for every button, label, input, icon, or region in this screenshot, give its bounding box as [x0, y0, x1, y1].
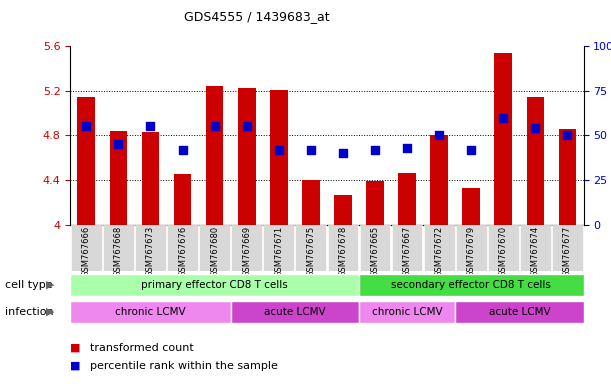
- Point: [145, 123, 155, 129]
- Point: [338, 150, 348, 156]
- Text: GSM767666: GSM767666: [82, 225, 91, 277]
- Bar: [174, 174, 191, 225]
- FancyBboxPatch shape: [296, 225, 326, 271]
- FancyBboxPatch shape: [455, 301, 584, 323]
- Bar: [527, 98, 544, 225]
- Point: [402, 145, 412, 151]
- Text: GSM767671: GSM767671: [274, 225, 284, 277]
- Bar: [302, 180, 320, 225]
- Point: [210, 123, 219, 129]
- Bar: [78, 98, 95, 225]
- Bar: [463, 188, 480, 225]
- Text: GSM767676: GSM767676: [178, 225, 187, 277]
- Point: [114, 141, 123, 147]
- Text: infection: infection: [5, 307, 54, 317]
- Text: GSM767665: GSM767665: [370, 225, 379, 277]
- FancyBboxPatch shape: [360, 225, 390, 271]
- Text: GSM767669: GSM767669: [242, 225, 251, 277]
- Text: GSM767679: GSM767679: [467, 225, 476, 277]
- Bar: [238, 88, 255, 225]
- Text: acute LCMV: acute LCMV: [264, 307, 326, 317]
- FancyBboxPatch shape: [167, 225, 198, 271]
- Bar: [334, 195, 352, 225]
- Bar: [109, 131, 127, 225]
- Bar: [142, 132, 159, 225]
- Text: ▶: ▶: [46, 280, 55, 290]
- Text: GSM767667: GSM767667: [403, 225, 412, 277]
- FancyBboxPatch shape: [359, 274, 584, 296]
- Bar: [206, 86, 224, 225]
- Text: GSM767668: GSM767668: [114, 225, 123, 277]
- Text: ▶: ▶: [46, 307, 55, 317]
- Point: [466, 147, 476, 153]
- Bar: [494, 53, 512, 225]
- Text: ■: ■: [70, 343, 81, 353]
- Point: [434, 132, 444, 139]
- Text: GSM767670: GSM767670: [499, 225, 508, 277]
- Point: [178, 147, 188, 153]
- Bar: [270, 89, 288, 225]
- Point: [274, 147, 284, 153]
- Point: [499, 114, 508, 121]
- Text: acute LCMV: acute LCMV: [489, 307, 550, 317]
- Text: primary effector CD8 T cells: primary effector CD8 T cells: [141, 280, 288, 290]
- Text: GSM767677: GSM767677: [563, 225, 572, 277]
- Point: [81, 123, 91, 129]
- Text: GDS4555 / 1439683_at: GDS4555 / 1439683_at: [184, 10, 329, 23]
- Text: secondary effector CD8 T cells: secondary effector CD8 T cells: [391, 280, 551, 290]
- FancyBboxPatch shape: [520, 225, 551, 271]
- FancyBboxPatch shape: [552, 225, 583, 271]
- Text: chronic LCMV: chronic LCMV: [371, 307, 442, 317]
- FancyBboxPatch shape: [359, 301, 455, 323]
- Text: GSM767680: GSM767680: [210, 225, 219, 277]
- FancyBboxPatch shape: [232, 225, 262, 271]
- FancyBboxPatch shape: [103, 225, 134, 271]
- Text: GSM767678: GSM767678: [338, 225, 348, 277]
- Text: GSM767675: GSM767675: [306, 225, 315, 277]
- Text: percentile rank within the sample: percentile rank within the sample: [90, 361, 277, 371]
- Bar: [398, 173, 416, 225]
- FancyBboxPatch shape: [135, 225, 166, 271]
- Point: [242, 123, 252, 129]
- FancyBboxPatch shape: [231, 301, 359, 323]
- Point: [370, 147, 380, 153]
- Bar: [558, 129, 576, 225]
- FancyBboxPatch shape: [70, 274, 359, 296]
- Text: ■: ■: [70, 361, 81, 371]
- FancyBboxPatch shape: [424, 225, 455, 271]
- FancyBboxPatch shape: [456, 225, 486, 271]
- Point: [530, 125, 540, 131]
- Text: transformed count: transformed count: [90, 343, 194, 353]
- Text: chronic LCMV: chronic LCMV: [115, 307, 186, 317]
- FancyBboxPatch shape: [392, 225, 422, 271]
- FancyBboxPatch shape: [327, 225, 358, 271]
- FancyBboxPatch shape: [263, 225, 294, 271]
- Text: cell type: cell type: [5, 280, 53, 290]
- Text: GSM767674: GSM767674: [531, 225, 540, 277]
- FancyBboxPatch shape: [70, 301, 231, 323]
- FancyBboxPatch shape: [488, 225, 519, 271]
- Text: GSM767673: GSM767673: [146, 225, 155, 277]
- FancyBboxPatch shape: [199, 225, 230, 271]
- Bar: [430, 136, 448, 225]
- Bar: [366, 181, 384, 225]
- FancyBboxPatch shape: [71, 225, 101, 271]
- Point: [563, 132, 573, 139]
- Text: GSM767672: GSM767672: [434, 225, 444, 277]
- Point: [306, 147, 316, 153]
